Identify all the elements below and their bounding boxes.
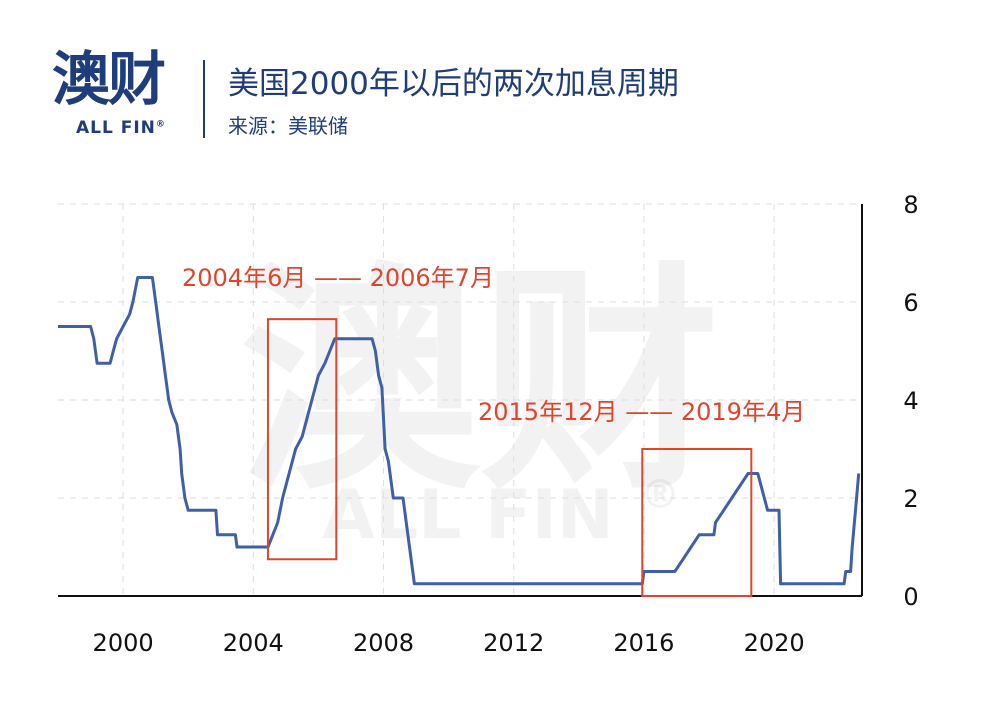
grid — [58, 203, 862, 596]
y-tick-label: 4 — [903, 387, 918, 415]
y-tick-label: 0 — [903, 583, 918, 611]
annotation-box-1 — [266, 318, 338, 561]
rate-line — [58, 276, 861, 586]
watermark-en: ALL FIN — [322, 476, 614, 555]
series — [58, 276, 861, 586]
logo-subtitle-text: ALL FIN — [76, 118, 156, 138]
watermark: 澳财 ALL FIN ® — [240, 242, 720, 555]
y-tick-label: 8 — [903, 191, 918, 219]
header-divider — [203, 60, 205, 138]
x-tick-label: 2000 — [93, 629, 154, 657]
registered-mark: ® — [155, 119, 166, 130]
watermark-mark: ® — [640, 472, 680, 518]
logo-subtitle: ALL FIN® — [76, 118, 166, 138]
x-tick-label: 2012 — [483, 629, 544, 657]
x-tick-label: 2008 — [353, 629, 414, 657]
annotation-label-1: 2004年6月 —— 2006年7月 — [182, 264, 494, 292]
watermark-cn: 澳财 — [240, 242, 720, 522]
x-tick-label: 2020 — [744, 629, 805, 657]
annotation-box-2 — [641, 448, 753, 597]
annotation-label-2: 2015年12月 —— 2019年4月 — [478, 398, 805, 426]
chart-title: 美国2000年以后的两次加息周期 — [228, 66, 679, 102]
y-tick-label: 6 — [903, 289, 918, 317]
annotations: 2004年6月 —— 2006年7月 2015年12月 —— 2019年4月 — [182, 264, 805, 597]
logo: 澳财 — [52, 45, 166, 113]
chart-source: 来源：美联储 — [228, 114, 348, 138]
x-tick-label: 2004 — [223, 629, 284, 657]
x-tick-label: 2016 — [613, 629, 674, 657]
axes: 2000 2004 2008 2012 2016 2020 0 2 4 6 8 — [58, 191, 919, 657]
y-tick-label: 2 — [903, 485, 918, 513]
